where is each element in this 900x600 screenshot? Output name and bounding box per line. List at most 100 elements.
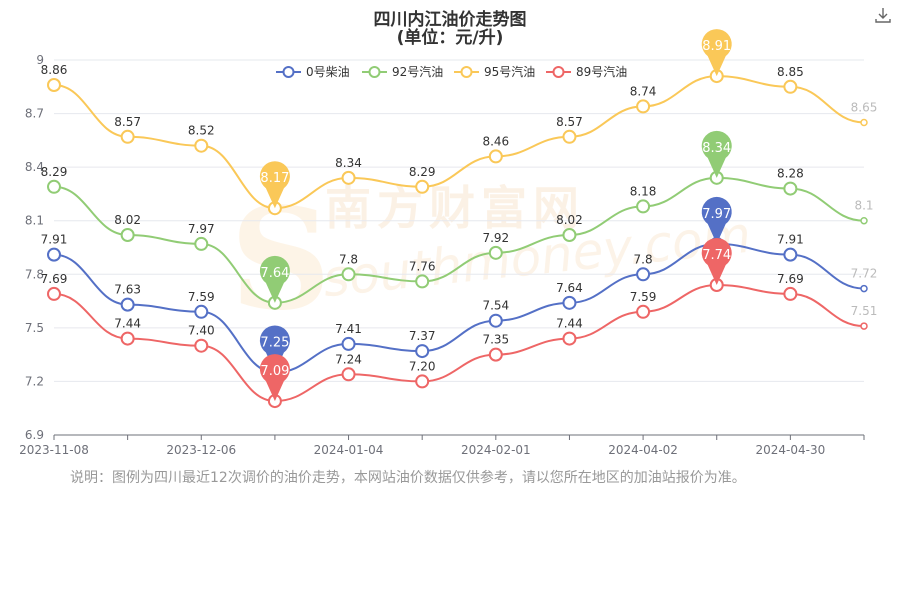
data-point [783, 247, 798, 262]
data-point [341, 336, 356, 351]
legend-label: 95号汽油 [484, 64, 535, 79]
data-label: 7.41 [335, 322, 362, 336]
y-tick-label: 7.8 [25, 267, 44, 281]
data-label: 7.64 [556, 281, 583, 295]
data-label: 8.74 [630, 84, 657, 98]
min-marker: 7.09 [259, 354, 290, 402]
data-point [415, 344, 430, 359]
data-point [47, 179, 61, 194]
data-label: 8.1 [854, 199, 873, 213]
data-point [341, 170, 356, 185]
data-label: 7.92 [482, 231, 509, 245]
data-point [860, 322, 868, 330]
data-label: 7.91 [777, 233, 804, 247]
chart-title: 四川内江油价走势图 [373, 10, 527, 30]
max-marker: 8.91 [701, 29, 732, 77]
x-tick-label: 2024-02-01 [461, 443, 531, 457]
data-point [194, 304, 209, 319]
chart-subtitle: (单位：元/升) [396, 28, 504, 48]
data-label: 7.8 [634, 252, 653, 266]
data-point [488, 149, 503, 164]
data-point [47, 286, 61, 301]
data-point [120, 228, 135, 242]
min-marker-shape [259, 161, 290, 209]
legend-label: 92号汽油 [392, 64, 443, 79]
chart-note: 说明：图例为四川最近12次调价的油价走势，本网站油价数据仅供参考，请以您所在地区… [70, 470, 746, 486]
data-label: 8.28 [777, 167, 804, 181]
data-point [194, 338, 209, 353]
max-marker: 8.34 [701, 130, 732, 178]
data-label: 8.02 [114, 213, 141, 227]
x-tick-label: 2024-01-04 [314, 443, 384, 457]
data-point [47, 247, 61, 262]
data-label: 7.51 [851, 304, 878, 318]
legend-label: 0号柴油 [306, 65, 350, 79]
download-icon[interactable] [874, 6, 892, 24]
series-line [53, 242, 865, 374]
y-tick-label: 8.7 [25, 107, 44, 121]
data-point [636, 267, 651, 282]
y-tick-label: 9 [36, 53, 44, 67]
data-point [562, 228, 577, 242]
data-label: 8.18 [630, 184, 657, 198]
data-point [488, 245, 503, 260]
legend-label: 89号汽油 [576, 64, 627, 79]
y-tick-label: 8.4 [25, 160, 44, 174]
data-point [860, 216, 868, 225]
data-label: 7.40 [188, 324, 215, 338]
data-label: 7.69 [777, 272, 804, 286]
data-point [415, 374, 430, 389]
data-label: 7.76 [409, 259, 436, 273]
min-marker-label: 7.09 [260, 364, 289, 379]
data-point [783, 181, 798, 196]
data-label: 7.44 [114, 317, 141, 331]
data-label: 8.34 [335, 156, 362, 170]
max-marker-shape [701, 196, 732, 244]
min-marker: 7.25 [259, 325, 290, 373]
min-marker-label: 7.64 [260, 266, 289, 281]
data-label: 7.72 [851, 267, 878, 281]
max-marker-label: 8.91 [702, 39, 731, 54]
min-marker: 8.17 [259, 161, 290, 209]
data-point [562, 295, 577, 310]
data-point [562, 129, 577, 144]
data-point [488, 347, 503, 362]
data-label: 8.46 [482, 134, 509, 148]
data-label: 7.97 [188, 222, 215, 236]
data-point [120, 331, 135, 346]
data-point [636, 199, 651, 214]
max-marker: 7.97 [701, 196, 732, 244]
min-marker-label: 8.17 [260, 171, 289, 186]
x-tick-label: 2023-11-08 [19, 443, 89, 457]
data-label: 7.24 [335, 352, 362, 366]
min-marker-label: 7.25 [260, 336, 289, 351]
max-marker-shape [701, 238, 732, 285]
data-point [783, 286, 798, 301]
max-marker-label: 8.34 [702, 141, 731, 156]
data-point [120, 297, 135, 312]
x-tick-label: 2024-04-02 [608, 443, 678, 457]
data-point [341, 267, 356, 282]
max-marker-label: 7.74 [702, 248, 731, 263]
data-point [562, 331, 577, 346]
min-marker-shape [259, 325, 290, 373]
series-line [53, 176, 865, 304]
data-label: 7.37 [409, 329, 436, 343]
y-tick-label: 8.1 [25, 214, 44, 228]
data-point [860, 284, 868, 293]
max-marker-shape [701, 130, 732, 178]
data-point [120, 129, 135, 144]
x-tick-label: 2023-12-06 [166, 443, 236, 457]
data-label: 7.54 [482, 299, 509, 313]
max-marker-shape [701, 29, 732, 77]
data-label: 7.59 [630, 290, 657, 304]
series-line [53, 283, 865, 403]
max-marker-label: 7.97 [702, 207, 731, 222]
data-label: 7.35 [482, 333, 509, 347]
data-point [415, 179, 430, 194]
x-tick-label: 2024-04-30 [755, 443, 825, 457]
data-point [341, 367, 356, 382]
data-point [415, 274, 430, 289]
watermark-text: 南方财富网 [325, 181, 585, 235]
